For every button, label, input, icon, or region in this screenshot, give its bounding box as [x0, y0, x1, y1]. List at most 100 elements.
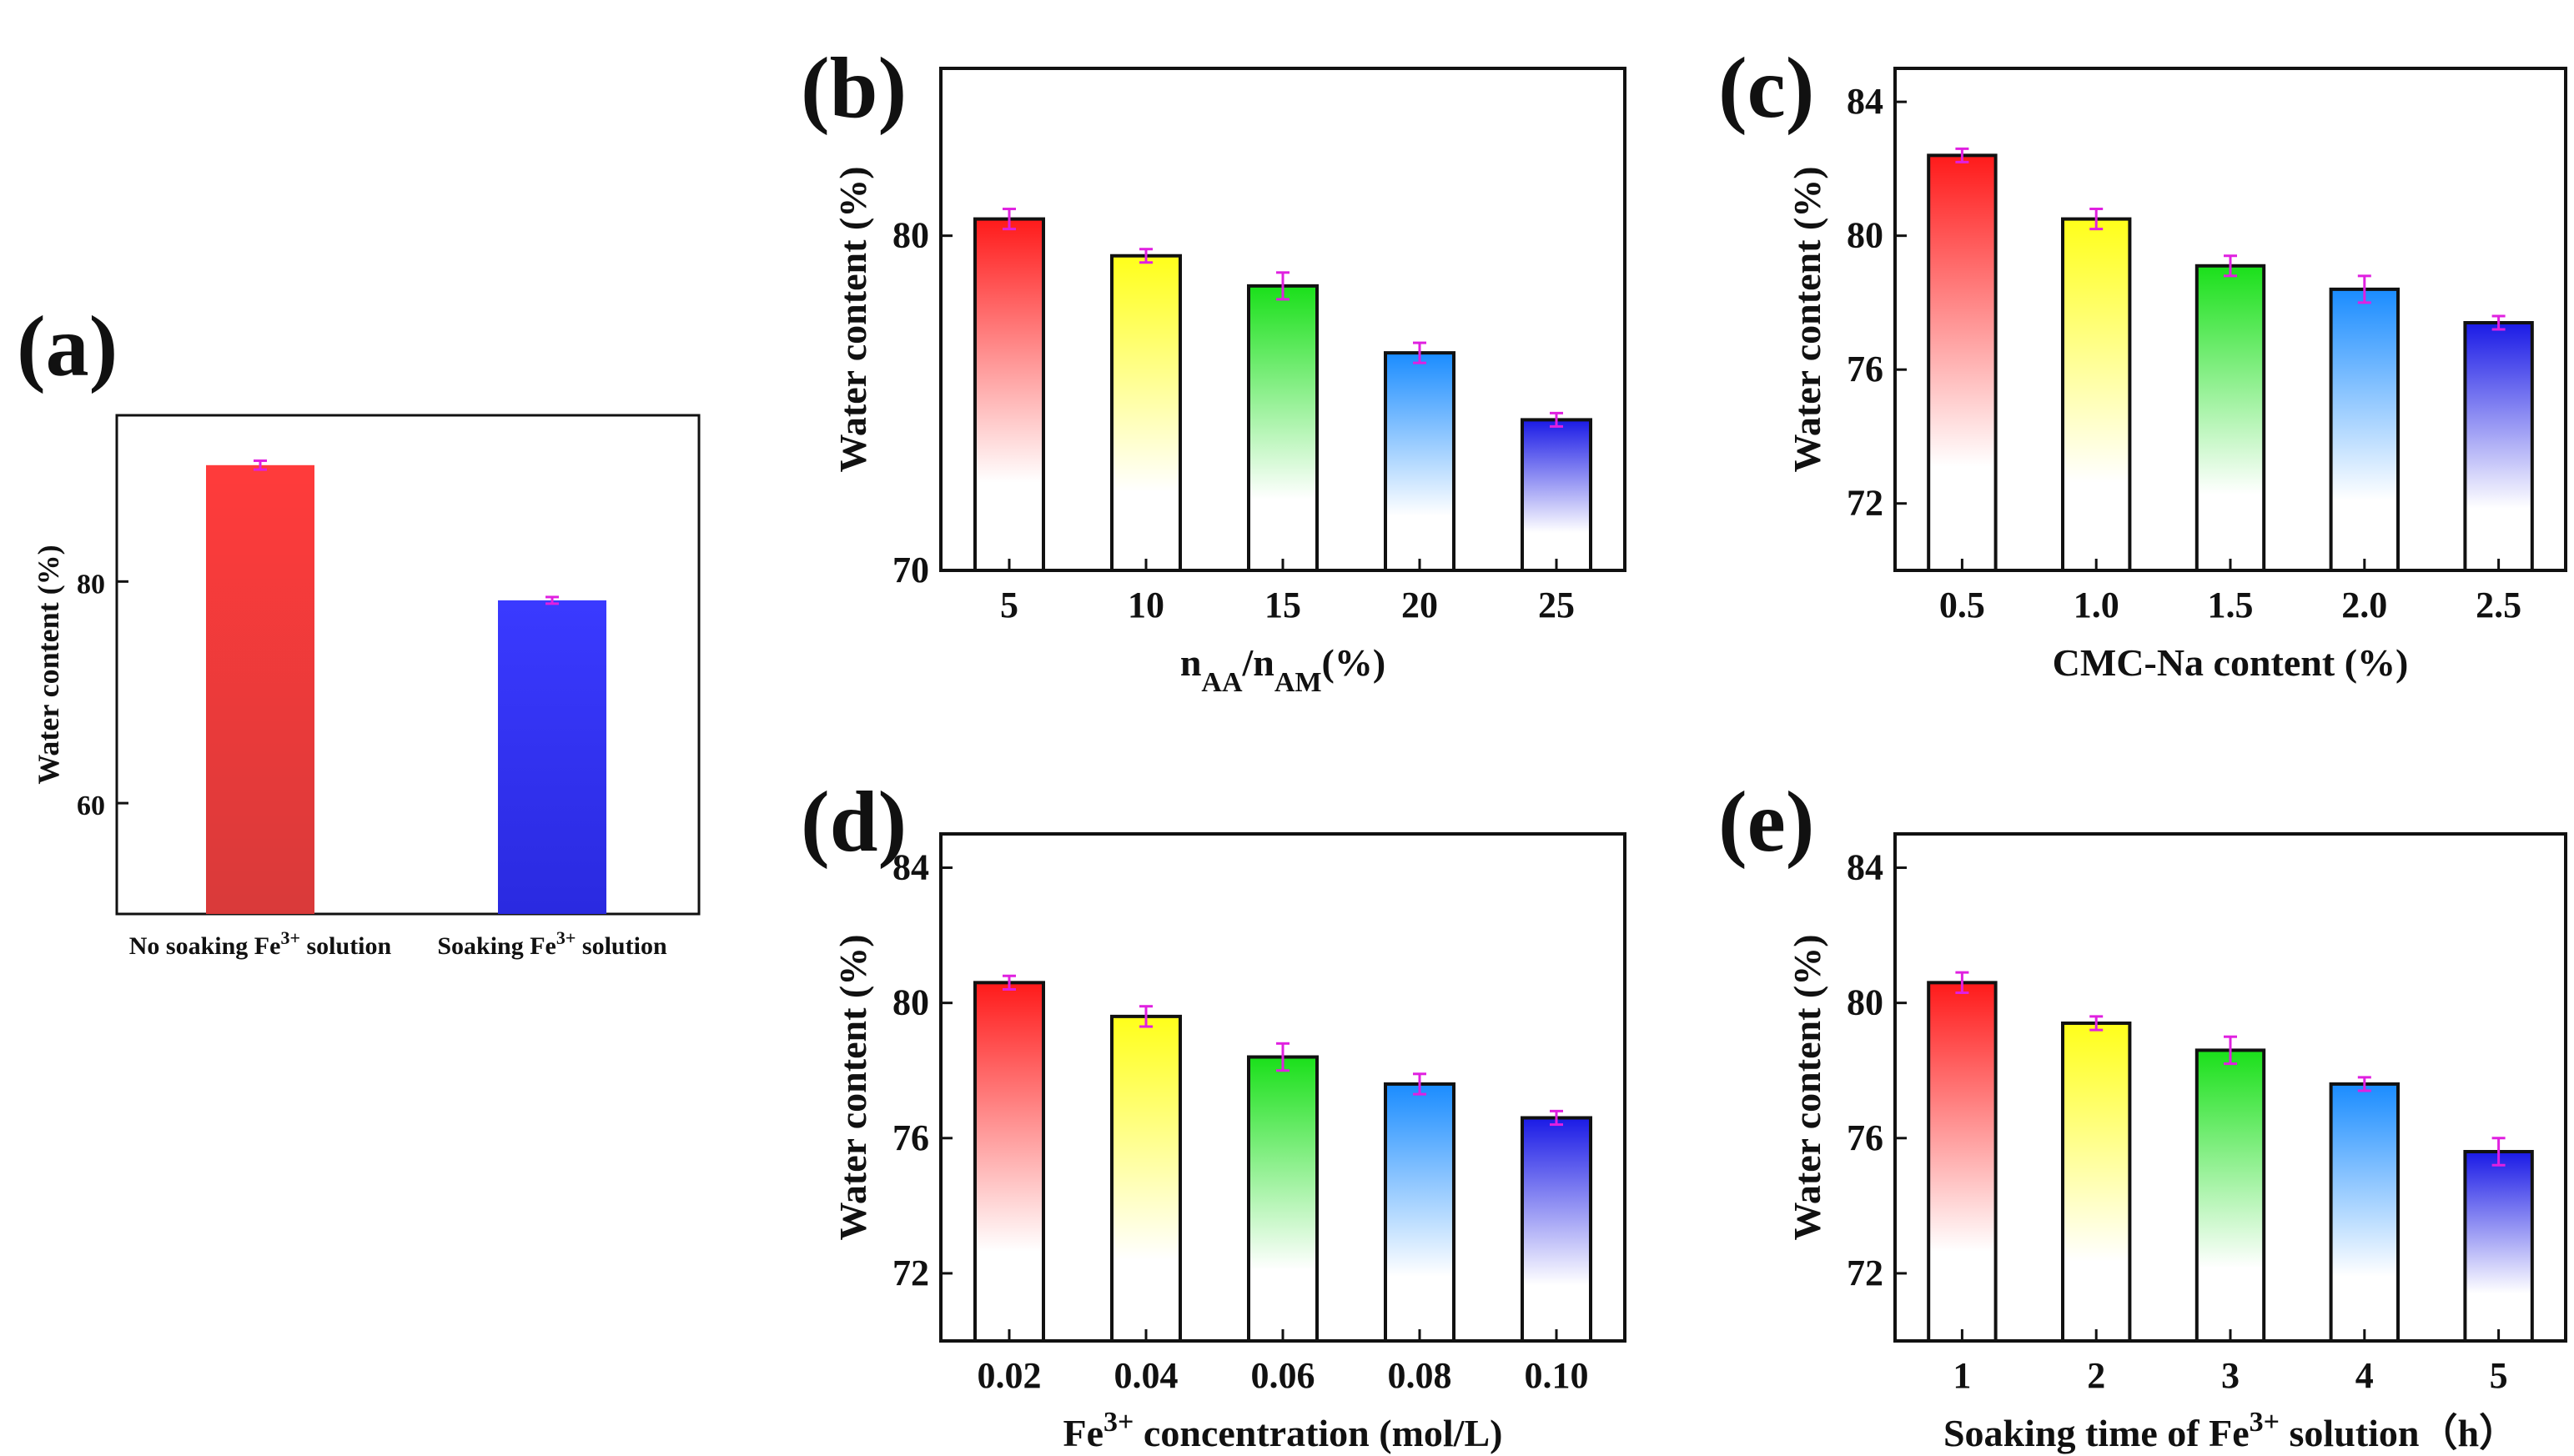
bar-2.5: [2463, 321, 2534, 572]
error-bar: [2357, 1076, 2371, 1092]
error-bar: [1139, 248, 1153, 264]
y-tick-label: 84: [1847, 847, 1883, 888]
x-tick-label: 1: [1953, 1355, 1971, 1396]
x-tick-label: 25: [1538, 585, 1575, 625]
bar-No soaking Fe³⁺ solution: [206, 464, 314, 914]
x-tick-label: 3: [2221, 1355, 2240, 1396]
panel-c: (c) 72 76 80 84 Water content (%) 0.5 1.0 1.5 2.0…: [1718, 40, 2567, 684]
x-category-label: Soaking Fe3+ solution: [437, 927, 667, 961]
y-tick-label: 72: [892, 1253, 929, 1293]
y-tick-label: 80: [892, 215, 929, 256]
bar-1: [1927, 981, 1998, 1343]
error-bar: [1003, 974, 1016, 991]
panel-label: (e): [1718, 774, 1814, 870]
x-tick-label: 0.04: [1114, 1355, 1179, 1396]
x-tick-label: 0.06: [1251, 1355, 1315, 1396]
panel-label: (b): [801, 40, 907, 136]
y-tick-label: 70: [892, 550, 929, 590]
error-bar: [1139, 1005, 1153, 1028]
bar-0.04: [1110, 1014, 1182, 1343]
panel-e: (e) 72 76 80 84 Water content (%) 1 2 3 4 5 Soaking…: [1718, 774, 2567, 1455]
bar-0.10: [1521, 1116, 1592, 1343]
bar-20: [1384, 351, 1455, 572]
panel-d: (d) 72 76 80 84 Water content (%) 0.02 0.04 0.06…: [801, 774, 1626, 1455]
x-tick-label: 20: [1401, 585, 1438, 625]
bar-0.06: [1247, 1055, 1319, 1343]
x-tick-label: 0.5: [1939, 585, 1985, 625]
y-axis-title: Water content (%): [1786, 934, 1828, 1240]
y-tick-label: 76: [1847, 349, 1883, 389]
error-bar: [2491, 1137, 2506, 1167]
panel-b: (b) 70 80 Water content (%) 5 10 15 20 25 nAA/nAM…: [801, 40, 1626, 698]
x-category-label: No soaking Fe3+ solution: [129, 927, 392, 961]
bar-1.0: [2061, 217, 2132, 572]
bar-3: [2194, 1048, 2266, 1343]
bar-5: [973, 217, 1045, 572]
panel-label: (c): [1718, 40, 1814, 136]
x-axis-title: Fe3+ concentration (mol/L): [1063, 1407, 1503, 1455]
bar-0.02: [973, 981, 1045, 1343]
x-axis-title: nAA/nAM(%): [1180, 641, 1385, 698]
error-bar: [1413, 1072, 1426, 1096]
error-bar: [2224, 254, 2237, 278]
error-bar: [2089, 208, 2104, 231]
y-tick-label: 84: [1847, 81, 1883, 122]
y-axis-title: Water content (%): [32, 545, 65, 784]
error-bar: [2491, 314, 2506, 331]
bar-2.0: [2329, 287, 2401, 572]
error-bar: [1550, 411, 1563, 428]
bar-15: [1247, 284, 1319, 572]
x-tick-label: 5: [2490, 1355, 2508, 1396]
panel-a: (a) 60 80 Water content (%) No soaking Fe3+ …: [17, 299, 701, 961]
error-bar: [1413, 341, 1426, 364]
y-axis-title: Water content (%): [832, 166, 874, 472]
x-tick-label: 15: [1264, 585, 1301, 625]
x-tick-label: 2.5: [2476, 585, 2521, 625]
error-bar: [1955, 971, 1969, 995]
y-tick-label: 76: [1847, 1117, 1883, 1158]
error-bar: [1955, 147, 1969, 163]
x-tick-label: 5: [1000, 585, 1018, 625]
x-tick-label: 2: [2087, 1355, 2105, 1396]
bar-Soaking Fe³⁺ solution: [498, 600, 606, 914]
error-bar: [1003, 208, 1016, 231]
error-bar: [545, 595, 559, 605]
error-bar: [254, 459, 267, 471]
x-tick-label: 4: [2355, 1355, 2374, 1396]
panel-label: (d): [801, 774, 907, 870]
plot-frame: [115, 414, 701, 916]
y-axis-title: Water content (%): [1786, 166, 1828, 472]
y-tick-label: 76: [892, 1117, 929, 1158]
x-axis-title: Soaking time of Fe3+ solution（h）: [1943, 1407, 2517, 1455]
bar-4: [2329, 1082, 2401, 1343]
x-tick-label: 10: [1128, 585, 1164, 625]
y-tick-label: 80: [892, 982, 929, 1023]
y-tick-label: 72: [1847, 1253, 1883, 1293]
x-tick-label: 1.5: [2208, 585, 2254, 625]
bar-0.08: [1384, 1082, 1455, 1343]
bar-25: [1521, 418, 1592, 572]
panel-label: (a): [17, 299, 118, 394]
bar-10: [1110, 254, 1182, 572]
y-tick-label: 80: [77, 569, 105, 600]
x-tick-label: 0.02: [978, 1355, 1042, 1396]
y-tick-label: 80: [1847, 215, 1883, 256]
error-bar: [1550, 1109, 1563, 1127]
y-tick-label: 80: [1847, 982, 1883, 1023]
error-bar: [2224, 1035, 2237, 1066]
x-tick-label: 0.08: [1388, 1355, 1452, 1396]
y-tick-label: 60: [77, 791, 105, 821]
bar-2: [2061, 1021, 2132, 1343]
bar-5: [2463, 1150, 2534, 1343]
bar-1.5: [2194, 264, 2266, 572]
bar-0.5: [1927, 153, 1998, 572]
x-tick-label: 2.0: [2341, 585, 2387, 625]
y-tick-label: 72: [1847, 483, 1883, 524]
y-axis-title: Water content (%): [832, 934, 874, 1240]
y-tick-label: 84: [892, 847, 929, 888]
error-bar: [2357, 274, 2371, 304]
error-bar: [1276, 271, 1290, 301]
x-tick-label: 1.0: [2074, 585, 2119, 625]
error-bar: [2089, 1015, 2104, 1032]
